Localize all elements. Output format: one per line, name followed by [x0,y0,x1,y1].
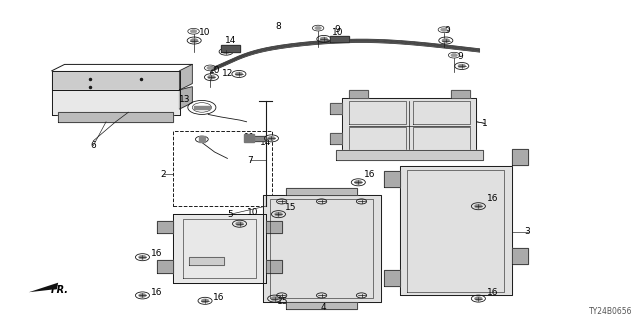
Circle shape [451,53,458,57]
Text: 5: 5 [228,210,234,219]
Text: 8: 8 [276,22,282,31]
Text: 4: 4 [321,303,326,312]
Text: 3: 3 [525,227,531,236]
Polygon shape [58,112,173,122]
Circle shape [474,297,482,300]
Circle shape [207,75,215,79]
Text: 15: 15 [285,203,296,212]
Polygon shape [511,248,527,264]
Polygon shape [266,260,282,273]
Text: 16: 16 [364,170,376,179]
Polygon shape [349,90,368,98]
Polygon shape [384,270,400,286]
Text: 16: 16 [152,250,163,259]
Circle shape [271,297,278,300]
Polygon shape [179,87,192,109]
Text: 9: 9 [334,25,340,34]
Text: 14: 14 [260,138,271,147]
Circle shape [315,27,321,30]
Polygon shape [221,45,240,52]
Text: 7: 7 [247,156,253,164]
Text: 16: 16 [486,194,498,203]
Polygon shape [400,166,511,295]
Text: 14: 14 [225,36,236,45]
Text: 16: 16 [486,288,498,297]
Circle shape [458,64,466,68]
Polygon shape [511,149,527,165]
Circle shape [268,136,275,140]
Bar [173,131,272,206]
Circle shape [355,180,362,184]
Circle shape [201,299,209,303]
Text: FR.: FR. [51,285,68,295]
Circle shape [236,222,243,226]
Polygon shape [157,220,173,233]
Polygon shape [336,150,483,160]
Text: 6: 6 [90,141,96,150]
Circle shape [139,255,147,259]
Polygon shape [342,98,476,154]
Text: 10: 10 [246,208,258,217]
Text: 15: 15 [277,297,289,306]
Polygon shape [29,283,58,292]
Polygon shape [52,71,179,90]
Polygon shape [250,136,266,141]
Text: 12: 12 [221,69,233,78]
Circle shape [474,204,482,208]
Text: 2: 2 [161,170,166,179]
Text: 9: 9 [445,27,451,36]
Circle shape [139,293,147,297]
Polygon shape [189,257,224,265]
Polygon shape [179,64,192,90]
Polygon shape [262,195,381,302]
Polygon shape [52,90,179,116]
Text: 16: 16 [152,288,163,297]
Polygon shape [244,134,254,141]
Polygon shape [451,90,470,98]
Polygon shape [266,220,282,233]
Circle shape [222,50,230,53]
Polygon shape [330,36,349,42]
Polygon shape [286,302,357,309]
Circle shape [441,28,447,31]
Circle shape [190,30,196,33]
Text: 9: 9 [458,52,463,61]
Text: 13: 13 [179,95,190,104]
Circle shape [207,66,213,69]
Text: 10: 10 [332,28,344,37]
Text: 10: 10 [209,66,220,75]
Circle shape [320,37,328,41]
Polygon shape [330,103,342,114]
Polygon shape [384,171,400,187]
Polygon shape [173,214,266,283]
Circle shape [275,212,282,216]
Circle shape [442,39,450,43]
Polygon shape [198,136,205,142]
Polygon shape [330,133,342,144]
Polygon shape [157,260,173,273]
Polygon shape [286,188,357,195]
Circle shape [235,72,243,76]
Text: 10: 10 [199,28,211,37]
Text: 16: 16 [213,293,225,302]
Text: TY24B0656: TY24B0656 [589,307,633,316]
Circle shape [190,39,198,43]
Text: 11: 11 [244,133,255,142]
Text: 1: 1 [482,119,488,128]
